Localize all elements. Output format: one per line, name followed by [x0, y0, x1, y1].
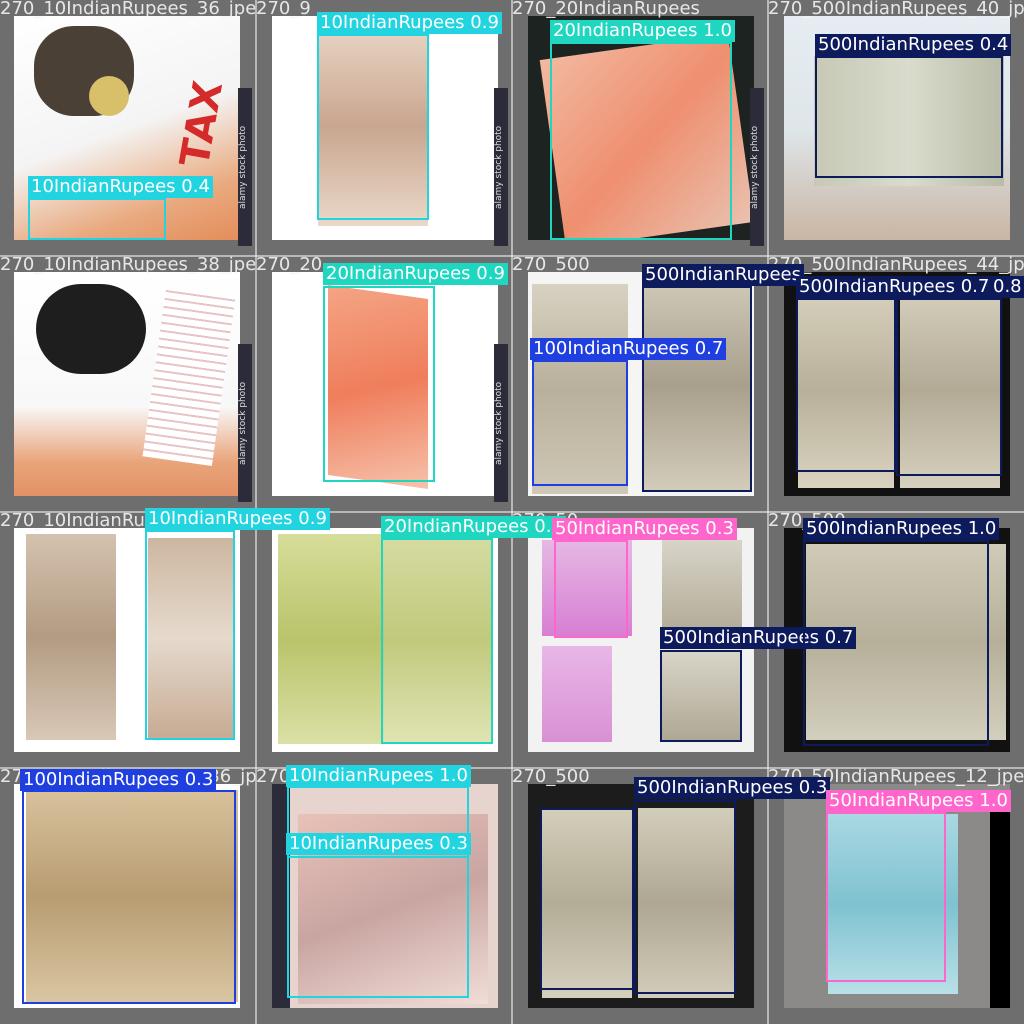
detection-label: 500IndianRupees 0.7 — [796, 276, 993, 298]
tile-photo — [272, 272, 498, 496]
detection-label: 20IndianRupees 0.9 — [381, 516, 566, 538]
watermark: alamy stock photo — [238, 344, 252, 502]
tile-photo: TAX — [14, 16, 240, 240]
detection-box — [145, 530, 235, 740]
tile-6: alamy stock photo 270_20 — [256, 256, 512, 512]
tile-photo — [14, 784, 240, 1008]
detection-box — [796, 298, 896, 472]
tile-filename: 270_20 — [256, 256, 323, 275]
detection-label: 10IndianRupees 0.9 — [145, 508, 330, 530]
tile-13: 270_100IndianRupees_36_jpeg — [0, 768, 256, 1024]
tile-10: 270_20 — [256, 512, 512, 768]
detection-label: 10IndianRupees 0.3 — [286, 833, 471, 855]
detection-label: 10IndianRupees 1.0 — [286, 765, 471, 787]
grid-separator — [0, 511, 1024, 513]
watermark: alamy stock photo — [238, 88, 252, 246]
tile-photo — [528, 16, 754, 240]
detection-box — [660, 650, 742, 742]
detection-box — [317, 34, 429, 220]
tile-photo — [528, 272, 754, 496]
detection-label: 10IndianRupees 0.4 — [28, 176, 213, 198]
detection-box — [826, 812, 946, 982]
grid-separator — [0, 767, 1024, 769]
tile-filename: 270_20IndianRupees — [512, 0, 700, 19]
tile-5: alamy stock photo 270_10IndianRupees_38_… — [0, 256, 256, 512]
detection-label: 50IndianRupees 0.3 — [552, 518, 737, 540]
tile-photo — [272, 16, 498, 240]
tile-filename: 270_500 — [512, 256, 590, 275]
watermark: alamy stock photo — [494, 88, 508, 246]
grid-separator — [0, 255, 1024, 257]
detection-label: 500IndianRupees 1.0 — [803, 518, 1000, 540]
detection-box — [540, 808, 634, 990]
detection-label: 10IndianRupees 0.9 — [317, 12, 502, 34]
detection-label: 20IndianRupees 0.9 — [323, 263, 508, 285]
detection-label: 50IndianRupees 1.0 — [826, 790, 1011, 812]
detection-label: 20IndianRupees 1.0 — [550, 20, 735, 42]
detection-box — [22, 790, 236, 1004]
tile-photo — [14, 528, 240, 752]
detection-label: 500IndianRupees — [642, 264, 804, 286]
tile-photo — [528, 784, 754, 1008]
detection-box — [550, 42, 732, 240]
tile-photo — [272, 528, 498, 752]
detection-label: 0.8 — [990, 276, 1024, 298]
tile-1: TAX alamy stock photo 270_10IndianRupees… — [0, 0, 256, 256]
tile-9: 270_10IndianRupees — [0, 512, 256, 768]
tile-filename: 270_10IndianRupees — [0, 512, 188, 531]
detection-label: 100IndianRupees 0.3 — [20, 769, 217, 791]
detection-box — [28, 198, 166, 240]
tile-15: 270_500 — [512, 768, 768, 1024]
detection-box — [323, 286, 435, 482]
tile-photo — [14, 272, 240, 496]
watermark: alamy stock photo — [750, 88, 764, 246]
detection-label: 500IndianRupees 0.7 — [660, 627, 857, 649]
tile-filename: 270_50IndianRupees_12_jpeg — [768, 768, 1024, 787]
detection-box — [287, 856, 469, 998]
tile-filename: 270_500IndianRupees_44_jpeg — [768, 256, 1024, 275]
detection-box — [896, 298, 1002, 476]
detection-label: 500IndianRupees 0.3 — [634, 777, 831, 799]
detection-box — [381, 538, 493, 744]
tile-filename: 270_10IndianRupees_38_jpeg — [0, 256, 256, 275]
watermark: alamy stock photo — [494, 344, 508, 502]
tile-filename: 270_9 — [256, 0, 311, 19]
detection-label: 100IndianRupees 0.7 — [530, 338, 727, 360]
detection-box — [532, 360, 628, 486]
detection-box — [554, 540, 628, 638]
tile-filename: 270_500 — [512, 768, 590, 787]
detection-box — [634, 800, 736, 994]
tile-filename: 270_10IndianRupees_36_jpeg — [0, 0, 256, 19]
tile-photo — [784, 784, 1010, 1008]
detection-box — [803, 540, 989, 746]
tile-7: 270_500 — [512, 256, 768, 512]
tile-14: 270_10 — [256, 768, 512, 1024]
detection-box — [642, 286, 752, 492]
tile-2: alamy stock photo 270_9 — [256, 0, 512, 256]
detection-label: 500IndianRupees 0.4 — [815, 34, 1012, 56]
tile-filename: 270_500IndianRupees_40_jpeg — [768, 0, 1024, 19]
detection-box — [815, 56, 1003, 178]
